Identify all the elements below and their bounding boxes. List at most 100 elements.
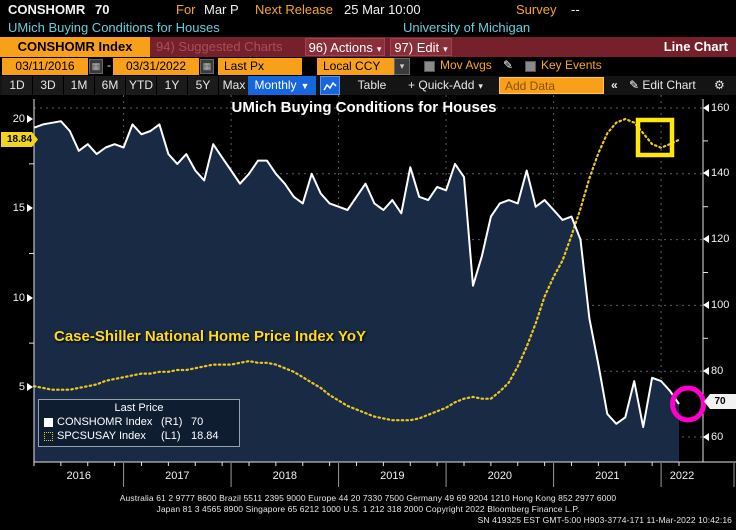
date-from-input[interactable]: 03/11/2016 — [2, 58, 88, 75]
edit-menu[interactable]: 97) Edit ▾ — [390, 38, 452, 56]
calendar-icon[interactable]: ▦ — [200, 59, 214, 74]
actions-menu[interactable]: 96) Actions ▾ — [305, 38, 385, 56]
period-button-6m[interactable]: 6M — [95, 76, 126, 95]
left-axis-last-price-badge: 18.84 — [1, 132, 38, 147]
right-axis-tick-label: 100 — [703, 297, 736, 312]
security-source: University of Michigan — [403, 20, 531, 35]
caret-down-icon: ▾ — [478, 81, 483, 91]
for-value: Mar P — [204, 2, 239, 17]
right-axis-tick-label: 140 — [703, 166, 736, 181]
footer-contact-line: Australia 61 2 9777 8600 Brazil 5511 239… — [119, 493, 617, 503]
tick-arrow-icon — [703, 103, 709, 112]
calendar-icon[interactable]: ▦ — [89, 59, 103, 74]
footer-copyright-line: Japan 81 3 4565 8900 Singapore 65 6212 1… — [156, 504, 580, 514]
tick-arrow-icon — [27, 293, 33, 302]
yellow-series-swatch — [44, 431, 53, 441]
right-axis-tick-label: 160 — [703, 100, 736, 115]
next-release-value: 25 Mar 10:00 — [344, 2, 421, 17]
x-axis-year-label: 2021 — [595, 470, 620, 482]
magenta-highlight-circle — [670, 385, 706, 423]
right-axis-last-price-badge: 70 — [704, 394, 736, 409]
white-series-swatch — [44, 417, 53, 427]
caret-down-icon: ▾ — [376, 44, 382, 54]
x-axis-year-label: 2017 — [165, 470, 190, 482]
price-mode-select[interactable]: Last Px — [218, 58, 302, 75]
legend-row-spcsusay[interactable]: SPCSUSAY Index (L1) 18.84 — [44, 429, 234, 443]
add-data-input[interactable]: Add Data — [499, 77, 604, 94]
legend-title: Last Price — [114, 402, 164, 414]
x-axis-year-label: 2016 — [66, 470, 92, 482]
for-label: For — [176, 2, 196, 17]
period-button-max[interactable]: Max — [219, 76, 250, 95]
right-axis-tick-label: 120 — [703, 232, 736, 247]
tick-arrow-icon — [703, 235, 709, 244]
period-button-3d[interactable]: 3D — [33, 76, 64, 95]
period-button-1m[interactable]: 1M — [64, 76, 95, 95]
date-separator: - — [107, 58, 111, 72]
gear-icon[interactable]: ⚙ — [714, 78, 725, 92]
currency-dropdown-button[interactable]: ▾ — [394, 58, 410, 75]
security-tab[interactable]: CONSHOMR Index — [0, 37, 150, 57]
period-button-1d[interactable]: 1D — [2, 76, 33, 95]
legend-row-conshomr[interactable]: CONSHOMR Index (R1) 70 — [44, 415, 234, 429]
tick-arrow-icon — [703, 300, 709, 309]
period-button-ytd[interactable]: YTD — [126, 76, 157, 95]
ticker-symbol: CONSHOMR — [8, 2, 86, 17]
tick-arrow-icon — [703, 366, 709, 375]
left-axis-tick-label: 20 — [0, 111, 33, 126]
x-axis-year-label: 2020 — [487, 470, 513, 482]
date-to-input[interactable]: 03/31/2022 — [113, 58, 199, 75]
caret-down-icon: ▾ — [399, 61, 405, 71]
ticker-value: 70 — [95, 2, 110, 17]
quick-add-button[interactable]: + Quick-Add ▾ — [408, 78, 483, 92]
mov-avgs-checkbox[interactable] — [424, 61, 435, 72]
case-shiller-annotation: Case-Shiller National Home Price Index Y… — [54, 328, 367, 345]
survey-label: Survey — [516, 2, 557, 17]
edit-chart-button[interactable]: ✎ Edit Chart — [629, 78, 696, 92]
tick-arrow-icon — [703, 432, 709, 441]
collapse-icon[interactable]: « — [611, 78, 618, 92]
tick-arrow-icon — [27, 114, 33, 123]
suggested-charts-menu[interactable]: 94) Suggested Charts — [156, 39, 283, 54]
pencil-icon[interactable]: ✎ — [503, 58, 514, 72]
x-axis-year-label: 2019 — [380, 470, 405, 482]
chart-toolbar-row: 1D 3D 1M 6M YTD 1Y 5Y Max Monthly ▼ Table + Quic… — [0, 76, 736, 95]
pencil-icon: ✎ — [629, 78, 640, 92]
left-axis-tick-label: 5 — [0, 380, 33, 395]
security-description-row: UMich Buying Conditions for Houses Unive… — [0, 19, 736, 37]
chart-type-label: Line Chart — [663, 39, 728, 54]
key-events-checkbox[interactable] — [525, 61, 536, 72]
x-axis-year-label: 2018 — [272, 470, 298, 482]
yellow-highlight-box — [635, 117, 675, 158]
security-header-row: CONSHOMR 70 For Mar P Next Release 25 Ma… — [0, 0, 736, 19]
currency-select[interactable]: Local CCY — [317, 58, 394, 75]
right-axis-tick-label: 60 — [703, 429, 736, 444]
period-buttons: 1D 3D 1M 6M YTD 1Y 5Y Max — [2, 76, 250, 95]
frequency-select[interactable]: Monthly ▼ — [248, 76, 316, 95]
chart-controls-row: 03/11/2016 ▦ - 03/31/2022 ▦ Last Px Loca… — [0, 57, 736, 76]
mov-avgs-label[interactable]: Mov Avgs — [440, 58, 492, 72]
chart-legend[interactable]: Last Price CONSHOMR Index (R1) 70 SPCSUS… — [38, 399, 240, 447]
plus-icon: + — [408, 78, 416, 92]
tick-arrow-icon — [27, 204, 33, 213]
left-axis-tick-label: 10 — [0, 290, 33, 305]
key-events-label[interactable]: Key Events — [541, 58, 602, 72]
x-axis-year-label: 2022 — [669, 470, 695, 482]
right-axis-tick-label: 80 — [703, 363, 736, 378]
tick-arrow-icon — [703, 169, 709, 178]
left-axis-tick-label: 15 — [0, 201, 33, 216]
next-release-label: Next Release — [255, 2, 334, 17]
tick-arrow-icon — [27, 383, 33, 392]
period-button-5y[interactable]: 5Y — [188, 76, 219, 95]
function-menu-bar: CONSHOMR Index 94) Suggested Charts 96) … — [0, 37, 736, 57]
period-button-1y[interactable]: 1Y — [157, 76, 188, 95]
survey-value: -- — [571, 2, 580, 17]
table-button[interactable]: Table — [357, 78, 387, 92]
line-chart-icon[interactable] — [320, 76, 340, 95]
chart-canvas[interactable] — [0, 95, 736, 492]
security-description: UMich Buying Conditions for Houses — [8, 20, 220, 35]
footer-terminal-info: SN 419325 EST GMT-5:00 H903-3774-171 11-… — [477, 515, 732, 525]
caret-down-icon: ▾ — [443, 44, 448, 54]
caret-down-icon: ▼ — [300, 81, 310, 91]
